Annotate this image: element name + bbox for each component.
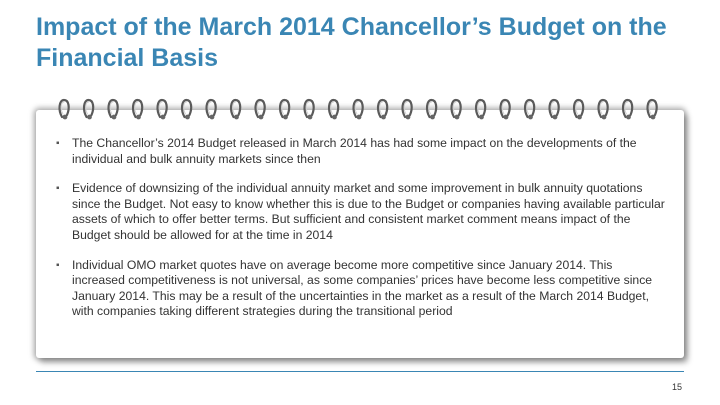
bullet-item-1: ▪ The Chancellor’s 2014 Budget released … <box>56 136 668 167</box>
spiral-binding <box>54 98 674 124</box>
bullet-text-2: Evidence of downsizing of the individual… <box>72 181 665 242</box>
footer-divider <box>36 371 684 372</box>
bullet-text-3: Individual OMO market quotes have on ave… <box>72 257 653 319</box>
spiral-rings-icon <box>58 98 658 120</box>
bullet-marker-icon: ▪ <box>56 259 60 271</box>
page-number: 15 <box>671 382 682 392</box>
slide-title: Impact of the March 2014 Chancellor’s Bu… <box>36 13 667 72</box>
bullet-item-3: ▪ Individual OMO market quotes have on a… <box>56 258 668 320</box>
bullet-marker-icon: ▪ <box>56 183 60 195</box>
bullet-list: ▪ The Chancellor’s 2014 Budget released … <box>56 136 668 334</box>
notepad-card <box>36 110 684 358</box>
bullet-text-1: The Chancellor’s 2014 Budget released in… <box>72 136 637 166</box>
bullet-marker-icon: ▪ <box>56 138 60 149</box>
bullet-item-2: ▪ Evidence of downsizing of the individu… <box>56 181 668 243</box>
